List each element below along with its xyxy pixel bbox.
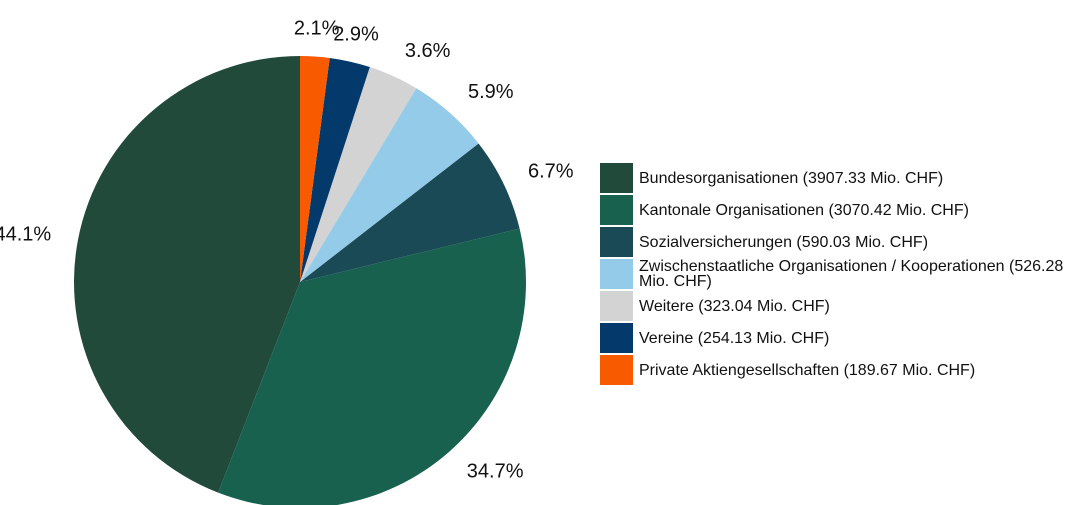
legend-item: Vereine (254.13 Mio. CHF)	[600, 323, 1070, 353]
legend-item: Zwischenstaatliche Organisationen / Koop…	[600, 258, 1070, 290]
percent-label: 2.9%	[333, 23, 379, 45]
legend-item: Kantonale Organisationen (3070.42 Mio. C…	[600, 195, 1070, 225]
legend-swatch	[600, 195, 633, 225]
legend-label: Bundesorganisationen (3907.33 Mio. CHF)	[639, 169, 944, 187]
pie-slice	[300, 143, 520, 282]
legend-item: Weitere (323.04 Mio. CHF)	[600, 291, 1070, 321]
pie-slice	[300, 67, 417, 283]
percent-label: 3.6%	[405, 40, 451, 62]
legend-label: Weitere (323.04 Mio. CHF)	[639, 297, 830, 315]
legend-swatch	[600, 259, 633, 289]
legend-item: Private Aktiengesellschaften (189.67 Mio…	[600, 355, 1070, 385]
legend-swatch	[600, 163, 633, 193]
legend-swatch	[600, 323, 633, 353]
percent-label: 44.1%	[0, 224, 51, 246]
legend-label: Vereine (254.13 Mio. CHF)	[639, 329, 830, 347]
legend-item: Bundesorganisationen (3907.33 Mio. CHF)	[600, 163, 1070, 193]
pie-slice	[218, 228, 526, 505]
legend-swatch	[600, 291, 633, 321]
legend-swatch	[600, 227, 633, 257]
legend-label: Sozialversicherungen (590.03 Mio. CHF)	[639, 233, 929, 251]
pie-chart: 44.1% 34.7% 6.7% 5.9% 3.6% 2.9%2.1%	[0, 18, 574, 505]
legend-item: Sozialversicherungen (590.03 Mio. CHF)	[600, 227, 1070, 257]
percent-label: 6.7%	[528, 160, 574, 182]
pie-slice	[300, 56, 330, 282]
legend-swatch	[600, 355, 633, 385]
legend-label: Private Aktiengesellschaften (189.67 Mio…	[639, 361, 976, 379]
pie-slice	[300, 57, 370, 282]
legend-label: Kantonale Organisationen (3070.42 Mio. C…	[639, 201, 969, 219]
percent-label: 5.9%	[468, 81, 514, 103]
pie-slice	[300, 88, 479, 282]
percent-label: 2.1%	[294, 18, 340, 40]
pie-slice	[74, 56, 301, 493]
percent-label: 34.7%	[467, 461, 524, 483]
legend: Bundesorganisationen (3907.33 Mio. CHF) K…	[600, 163, 1070, 387]
legend-label: Zwischenstaatliche Organisationen / Koop…	[639, 258, 1064, 290]
